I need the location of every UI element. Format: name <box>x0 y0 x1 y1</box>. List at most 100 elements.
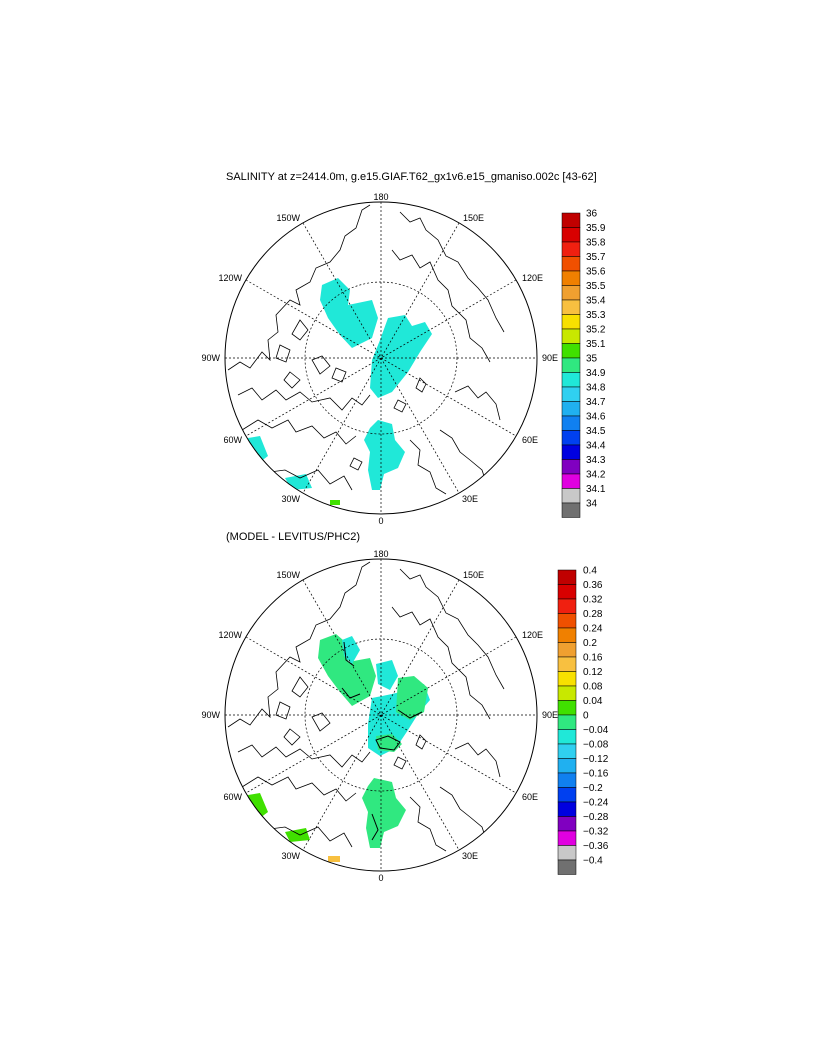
salinity-field-region <box>364 420 405 490</box>
colorbar-tick-label: 0.08 <box>583 682 603 693</box>
anomaly-field-region <box>376 660 398 690</box>
colorbar-tick-label: 35 <box>586 354 598 365</box>
colorbar-swatch <box>561 285 581 301</box>
colorbar-swatch <box>561 256 581 272</box>
colorbar-swatch <box>557 743 577 759</box>
colorbar-tick-label: 0.16 <box>583 653 603 664</box>
colorbar-tick-label: −0.36 <box>583 841 609 852</box>
colorbar-tick-label: 34.4 <box>586 441 606 452</box>
colorbar-tick-label: −0.4 <box>583 856 603 867</box>
bottom-colorbar: 0.4 0.36 0.32 0.28 0.24 0.2 0.16 0.12 0.08 0.04 0 −… <box>557 566 609 875</box>
lon-label-0: 0 <box>378 873 383 883</box>
colorbar-tick-label: 34.6 <box>586 412 606 423</box>
graticule <box>225 559 537 871</box>
bottom-polar-map: 180 150E 120E 90E 60E 30E 0 30W 60W 90W … <box>201 549 558 883</box>
colorbar-tick-label: 36 <box>586 209 598 220</box>
lon-label-0: 0 <box>378 516 383 526</box>
colorbar-swatch <box>557 816 577 832</box>
salinity-field-region <box>330 500 340 505</box>
colorbar-swatch <box>557 627 577 643</box>
lon-label-150e: 150E <box>463 213 484 223</box>
colorbar-tick-label: 35.7 <box>586 252 606 263</box>
anomaly-field-region <box>318 634 376 706</box>
anomaly-field-region <box>328 856 340 862</box>
colorbar-swatch <box>561 401 581 417</box>
lon-label-90w: 90W <box>201 710 220 720</box>
anomaly-field-region <box>396 676 428 720</box>
colorbar-swatch <box>561 459 581 475</box>
colorbar-swatch <box>557 613 577 629</box>
anomaly-field-region <box>285 828 310 842</box>
colorbar-swatch <box>557 598 577 614</box>
graticule <box>225 202 537 514</box>
colorbar-tick-label: 0.12 <box>583 667 603 678</box>
colorbar-swatch <box>557 700 577 716</box>
colorbar-tick-label: 0.36 <box>583 580 603 591</box>
colorbar-tick-label: 35.8 <box>586 238 606 249</box>
colorbar-tick-label: 0.04 <box>583 696 603 707</box>
colorbar-swatch <box>561 357 581 373</box>
lon-label-90e: 90E <box>542 353 558 363</box>
colorbar-swatch <box>561 314 581 330</box>
colorbar-tick-label: −0.28 <box>583 812 609 823</box>
colorbar-swatch <box>557 758 577 774</box>
colorbar-swatch <box>557 729 577 745</box>
colorbar-swatch <box>557 845 577 861</box>
map-boundary <box>224 201 538 515</box>
colorbar-tick-label: 34.2 <box>586 470 606 481</box>
lon-label-150w: 150W <box>276 213 300 223</box>
lon-label-120w: 120W <box>218 273 242 283</box>
colorbar-tick-label: 35.4 <box>586 296 606 307</box>
colorbar-tick-label: 0.32 <box>583 595 603 606</box>
colorbar-swatch <box>561 270 581 286</box>
lon-label-120e: 120E <box>522 273 543 283</box>
colorbar-swatch <box>557 714 577 730</box>
colorbar-swatch <box>557 671 577 687</box>
colorbar-tick-label: −0.12 <box>583 754 609 765</box>
colorbar-tick-label: 35.1 <box>586 339 606 350</box>
colorbar-tick-label: 34.3 <box>586 455 606 466</box>
colorbar-swatch <box>557 584 577 600</box>
colorbar-tick-label: −0.08 <box>583 740 609 751</box>
lon-label-180: 180 <box>373 549 388 559</box>
salinity-field-region <box>285 474 312 490</box>
salinity-field-region <box>320 278 378 348</box>
colorbar-swatch <box>557 685 577 701</box>
colorbar-tick-label: −0.04 <box>583 725 609 736</box>
colorbar-swatch <box>561 415 581 431</box>
colorbar-tick-label: 35.9 <box>586 223 606 234</box>
colorbar-swatch <box>561 299 581 315</box>
colorbar-tick-label: 0.4 <box>583 566 597 577</box>
colorbar-tick-label: 35.5 <box>586 281 606 292</box>
colorbar-tick-label: −0.24 <box>583 798 609 809</box>
colorbar-swatch <box>561 372 581 388</box>
colorbar-tick-label: 35.3 <box>586 310 606 321</box>
lon-label-150w: 150W <box>276 570 300 580</box>
colorbar-swatch <box>557 787 577 803</box>
colorbar-swatch <box>557 656 577 672</box>
colorbar-tick-label: 0.24 <box>583 624 603 635</box>
colorbar-tick-label: 34.1 <box>586 484 606 495</box>
salinity-field-region <box>248 436 268 462</box>
colorbar-tick-label: 34 <box>586 499 598 510</box>
anomaly-field-region <box>362 778 406 848</box>
lon-label-60e: 60E <box>522 435 538 445</box>
top-polar-map: 180 150E 120E 90E 60E 30E 0 30W 60W 90W … <box>201 192 558 526</box>
lon-label-150e: 150E <box>463 570 484 580</box>
colorbar-tick-label: 35.6 <box>586 267 606 278</box>
top-colorbar: 36 35.9 35.8 35.7 35.6 35.5 35.4 35.3 35.2 35.1 35… <box>561 209 606 518</box>
lon-label-120w: 120W <box>218 630 242 640</box>
lon-label-60w: 60W <box>223 435 242 445</box>
colorbar-tick-label: 35.2 <box>586 325 606 336</box>
colorbar-tick-label: −0.16 <box>583 769 609 780</box>
lon-label-180: 180 <box>373 192 388 202</box>
colorbar-swatch <box>561 473 581 489</box>
colorbar-tick-label: 34.8 <box>586 383 606 394</box>
colorbar-swatch <box>561 488 581 504</box>
lon-label-30e: 30E <box>462 851 478 861</box>
colorbar-swatch <box>557 801 577 817</box>
coastline-outline <box>227 561 505 852</box>
anomaly-field-region <box>248 793 268 818</box>
colorbar-tick-label: 0 <box>583 711 589 722</box>
